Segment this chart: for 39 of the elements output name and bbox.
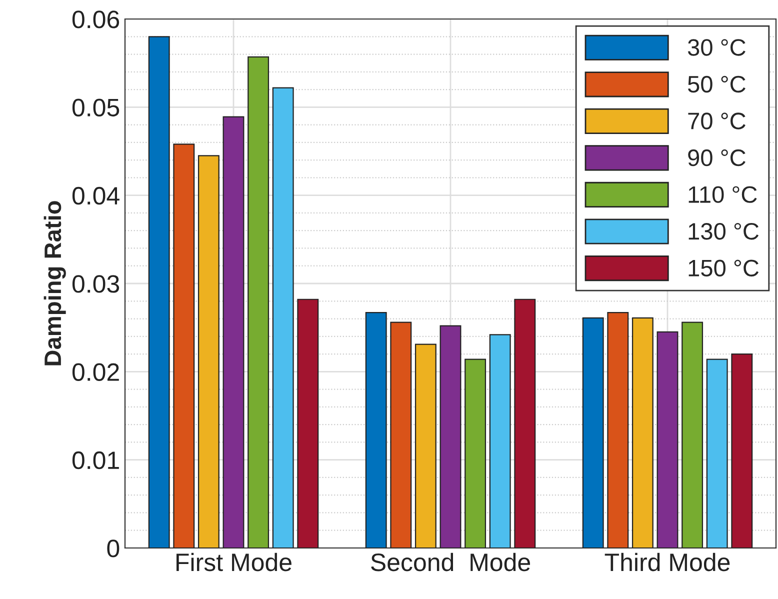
x-tick-label: First Mode <box>176 552 292 572</box>
bar <box>582 317 604 548</box>
bar <box>414 344 436 548</box>
legend-label: 50 °C <box>688 76 746 93</box>
bar <box>297 298 319 548</box>
x-tick-label: Third Mode <box>604 552 730 572</box>
y-axis-title: Damping Ratio <box>44 201 66 366</box>
x-tick-label: Second Mode <box>371 552 530 572</box>
y-tick-label: 0.04 <box>72 186 120 205</box>
bar <box>489 334 511 548</box>
bar <box>173 144 195 548</box>
bar <box>656 331 678 548</box>
y-tick-label: 0 <box>107 540 120 558</box>
legend-label: 150 °C <box>688 260 759 276</box>
legend-label: 130 °C <box>688 222 759 240</box>
bar <box>440 325 462 548</box>
legend-label: 90 °C <box>688 149 746 166</box>
bar <box>390 322 412 548</box>
bar <box>731 353 753 548</box>
y-tick-label: 0.01 <box>72 451 119 470</box>
bar <box>514 298 536 548</box>
bar <box>148 36 170 548</box>
bar <box>607 312 629 548</box>
legend-label: 70 °C <box>688 112 746 130</box>
bar <box>222 116 244 548</box>
bar <box>632 317 654 548</box>
bar <box>198 155 220 548</box>
bar <box>464 358 486 548</box>
y-tick-label: 0.03 <box>72 275 120 293</box>
bar <box>248 56 270 548</box>
bar <box>706 358 728 548</box>
bar <box>272 87 294 548</box>
bar <box>682 322 704 548</box>
legend-label: 30 °C <box>688 39 746 56</box>
bar <box>365 312 387 548</box>
y-tick-label: 0.05 <box>72 98 120 116</box>
y-tick-label: 0.06 <box>72 10 120 28</box>
y-tick-label: 0.02 <box>72 363 119 381</box>
legend-label: 110 °C <box>688 186 757 203</box>
